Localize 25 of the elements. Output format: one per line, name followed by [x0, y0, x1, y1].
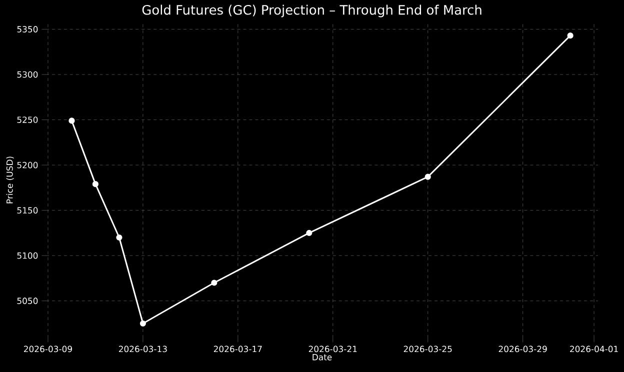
point: [68, 118, 75, 124]
point: [140, 320, 146, 327]
x-tick-label: 2026-03-09: [24, 346, 72, 352]
y-axis-title: Price (USD): [6, 156, 14, 204]
point: [424, 174, 431, 180]
y-tick-label: 5250: [17, 116, 38, 123]
point: [116, 234, 122, 241]
y-tick-label: 5150: [17, 207, 38, 214]
y-tick-label: 5050: [17, 298, 38, 304]
y-tick-label: 5100: [17, 252, 38, 259]
point: [92, 181, 99, 188]
point: [211, 280, 218, 286]
x-tick-label: 2026-03-13: [118, 346, 167, 352]
x-tick-label: 2026-03-21: [308, 346, 357, 352]
chart-title: Gold Futures (GC) Projection – Through End of March: [142, 4, 482, 18]
x-tick-label: 2026-03-25: [404, 346, 452, 352]
x-tick-label: 2026-03-17: [214, 346, 262, 352]
x-tick-label: 2026-03-29: [498, 346, 547, 352]
point: [306, 230, 312, 236]
x-axis-title: Date: [312, 354, 332, 360]
y-tick-label: 5200: [17, 162, 38, 168]
y-tick-label: 5350: [17, 26, 38, 32]
point: [567, 32, 574, 39]
x-tick-label: 2026-04-01: [570, 346, 618, 352]
y-tick-label: 5300: [17, 71, 38, 78]
